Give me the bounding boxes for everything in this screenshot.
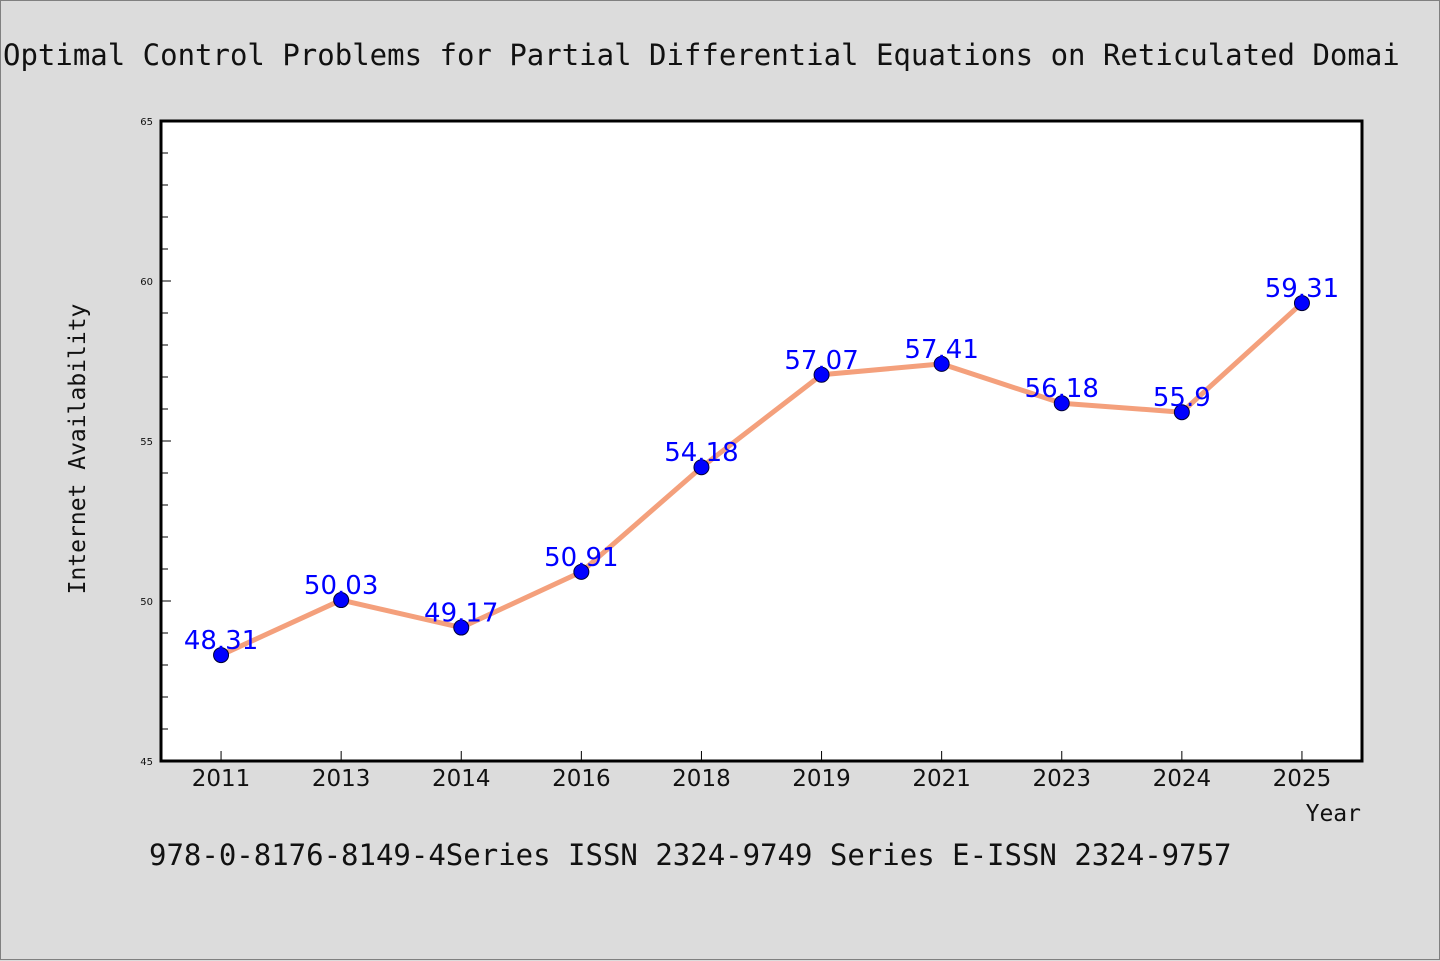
data-label: 55.9 <box>1153 383 1211 413</box>
plot-frame <box>159 119 1364 763</box>
series-line-group <box>213 295 1310 664</box>
footer-isbn-issn: 978-0-8176-8149-4Series ISSN 2324-9749 S… <box>149 838 1232 872</box>
x-tick-label: 2016 <box>552 766 611 792</box>
data-label: 57.07 <box>784 346 858 376</box>
y-tick-label: 50 <box>140 597 153 608</box>
data-label: 57.41 <box>904 335 978 365</box>
data-label: 50.91 <box>544 543 618 573</box>
data-label: 49.17 <box>424 599 498 629</box>
y-tick-label: 65 <box>140 117 153 128</box>
x-axis-label: Year <box>1306 801 1361 827</box>
x-tick-label: 2024 <box>1153 766 1212 792</box>
x-tick-label: 2014 <box>432 766 491 792</box>
chart-title: Optimal Control Problems for Partial Dif… <box>3 38 1400 72</box>
x-tick-label: 2025 <box>1273 766 1332 792</box>
x-tick-label: 2019 <box>792 766 851 792</box>
x-tick-label: 2021 <box>912 766 971 792</box>
x-tick-label: 2011 <box>192 766 251 792</box>
data-point <box>213 647 230 664</box>
data-point <box>1173 404 1190 421</box>
data-point <box>933 355 950 372</box>
x-axis: 2011 2013 2014 2016 2018 2019 2021 2023 2024 2025 <box>192 751 1331 792</box>
series-line <box>218 300 1305 658</box>
y-axis-label: Internet Availability <box>65 304 91 595</box>
y-tick-label: 60 <box>140 277 153 288</box>
data-label: 56.18 <box>1025 374 1099 404</box>
data-point <box>813 366 830 383</box>
data-point <box>573 563 590 580</box>
x-tick-label: 2013 <box>312 766 371 792</box>
data-point <box>1053 395 1070 412</box>
data-point <box>453 619 470 636</box>
data-label: 54.18 <box>664 438 738 468</box>
plot-area <box>161 121 1362 761</box>
data-label: 48.31 <box>184 626 258 656</box>
data-labels-group: 48.31 50.03 49.17 50.91 54.18 57.07 57.41 56.18… <box>184 274 1339 656</box>
y-tick-label: 45 <box>140 757 153 768</box>
data-point <box>333 592 350 609</box>
data-label: 59.31 <box>1265 274 1339 304</box>
y-tick-label: 55 <box>140 437 153 448</box>
x-tick-label: 2018 <box>672 766 731 792</box>
data-label: 50.03 <box>304 571 378 601</box>
data-point <box>693 459 710 476</box>
data-point <box>1293 295 1310 312</box>
x-tick-label: 2023 <box>1032 766 1091 792</box>
